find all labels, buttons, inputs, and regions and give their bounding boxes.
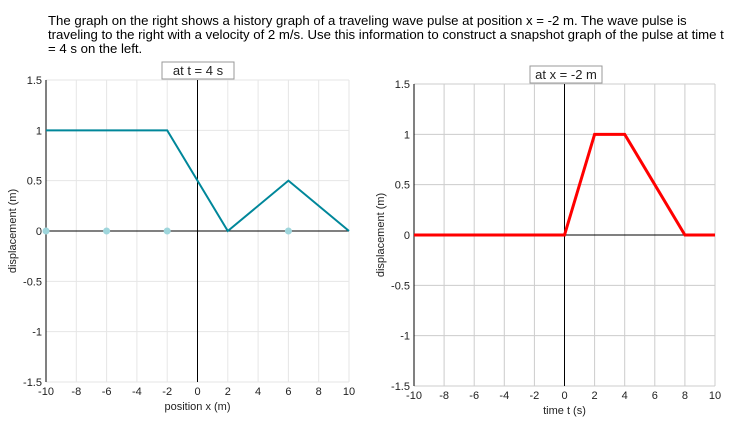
- chart-title-box: [161, 61, 235, 80]
- x-axis-label: position x (m): [164, 401, 230, 413]
- y-axis-label: displacement (m): [7, 189, 19, 273]
- x-tick-label: -6: [469, 390, 479, 402]
- y-tick-label: 0.5: [395, 180, 410, 192]
- question-text: The graph on the right shows a history g…: [48, 13, 724, 56]
- x-tick-label: 2: [225, 386, 231, 398]
- x-tick-label: 6: [652, 390, 658, 402]
- x-tick-label: -10: [406, 390, 422, 402]
- unplaced-point[interactable]: [284, 227, 292, 235]
- x-tick-label: -8: [439, 390, 449, 402]
- y-tick-label: -1.5: [23, 377, 42, 389]
- unplaced-point[interactable]: [103, 227, 111, 235]
- x-tick-label: 10: [709, 390, 721, 402]
- y-tick-label: 0: [404, 230, 410, 242]
- y-tick-label: 1.5: [27, 75, 42, 87]
- y-tick-label: 1: [404, 129, 410, 141]
- y-tick-label: -1: [400, 331, 410, 343]
- chart-title: at x = -2 m: [535, 67, 597, 82]
- unplaced-point[interactable]: [163, 227, 171, 235]
- x-tick-label: 6: [285, 386, 291, 398]
- y-tick-label: 1.5: [395, 79, 410, 91]
- x-tick-label: 0: [194, 386, 200, 398]
- x-tick-label: -2: [530, 390, 540, 402]
- y-tick-label: -1: [32, 327, 42, 339]
- x-tick-label: -8: [71, 386, 81, 398]
- x-tick-label: -6: [102, 386, 112, 398]
- x-tick-label: 8: [682, 390, 688, 402]
- y-tick-label: 0.5: [27, 176, 42, 188]
- x-tick-label: 0: [561, 390, 567, 402]
- x-tick-label: -4: [132, 386, 142, 398]
- chart-history: -10 -8 -6 -4 -2 0 2 4 6 8 10 -1.5 -1 -0.5 0 0.5 1 1.5 at x…: [375, 65, 721, 417]
- series-line: [414, 132, 715, 237]
- x-tick-label: 10: [343, 386, 355, 398]
- x-axis-label: time t (s): [543, 405, 586, 417]
- y-axis-label: displacement (m): [375, 193, 387, 277]
- chart-title: at t = 4 s: [173, 63, 224, 78]
- x-tick-label: 4: [622, 390, 628, 402]
- chart-snapshot: -10 -8 -6 -4 -2 0 2 4 6 8 10 -1.5 -1 -0.5 0 0.5 1 1.5 at t…: [7, 61, 355, 413]
- x-tick-label: 2: [592, 390, 598, 402]
- y-tick-label: -0.5: [23, 276, 42, 288]
- x-tick-label: 8: [316, 386, 322, 398]
- x-tick-label: -10: [38, 386, 54, 398]
- y-tick-label: 1: [36, 125, 42, 137]
- y-tick-label: 0: [36, 226, 42, 238]
- y-tick-label: -1.5: [391, 381, 410, 393]
- series-line: [46, 129, 350, 233]
- x-tick-label: -2: [162, 386, 172, 398]
- x-tick-label: 4: [255, 386, 261, 398]
- y-tick-label: -0.5: [391, 280, 410, 292]
- x-tick-label: -4: [499, 390, 509, 402]
- unplaced-point[interactable]: [42, 227, 50, 235]
- chart-title-box: [529, 65, 603, 84]
